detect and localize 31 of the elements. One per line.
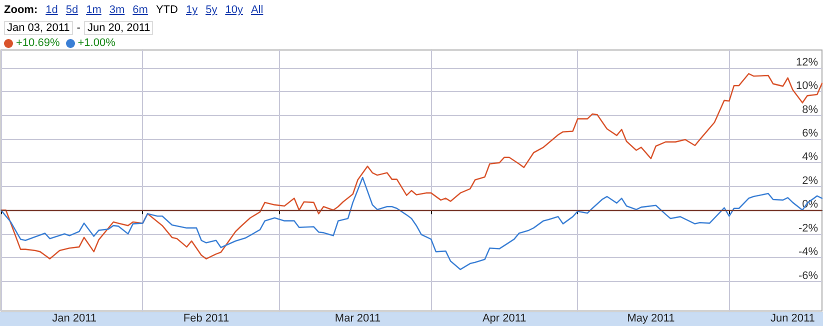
text: 1d — [46, 4, 58, 16]
text: 3m — [109, 4, 125, 16]
x-tick-label: Jun 2011 — [770, 312, 815, 324]
x-tick-label: Mar 2011 — [334, 312, 381, 324]
y-tick-label: 10% — [796, 80, 818, 92]
text: Zoom: — [4, 4, 38, 16]
y-tick-label: 4% — [802, 151, 818, 164]
y-tick-label: 2% — [802, 174, 818, 187]
text: +1.00% — [78, 37, 116, 49]
y-tick-label: 8% — [802, 104, 818, 116]
text: 1y — [186, 4, 198, 16]
x-tick-label: Feb 2011 — [183, 312, 230, 324]
text: 5d — [66, 4, 78, 16]
y-tick-label: 6% — [802, 127, 818, 140]
text: 10y — [225, 4, 243, 16]
text: All — [250, 4, 264, 16]
text: 5y — [206, 4, 218, 16]
text: - — [76, 22, 80, 34]
x-tick-label: Apr 2011 — [482, 312, 526, 324]
x-tick-label: Jan 2011 — [52, 312, 97, 324]
text: Jan 03, 2011 — [4, 21, 73, 35]
text: YTD — [156, 4, 178, 16]
x-tick-label: May 2011 — [627, 312, 675, 324]
text: 1m — [86, 4, 102, 16]
y-tick-label: -6% — [798, 270, 818, 282]
y-tick-label: -4% — [798, 246, 818, 258]
text: 6m — [132, 4, 148, 16]
text: Jun 20, 2011 — [84, 21, 154, 35]
text: +10.69% — [16, 37, 60, 49]
y-tick-label: -2% — [798, 222, 818, 234]
y-tick-label: 12% — [796, 56, 818, 68]
